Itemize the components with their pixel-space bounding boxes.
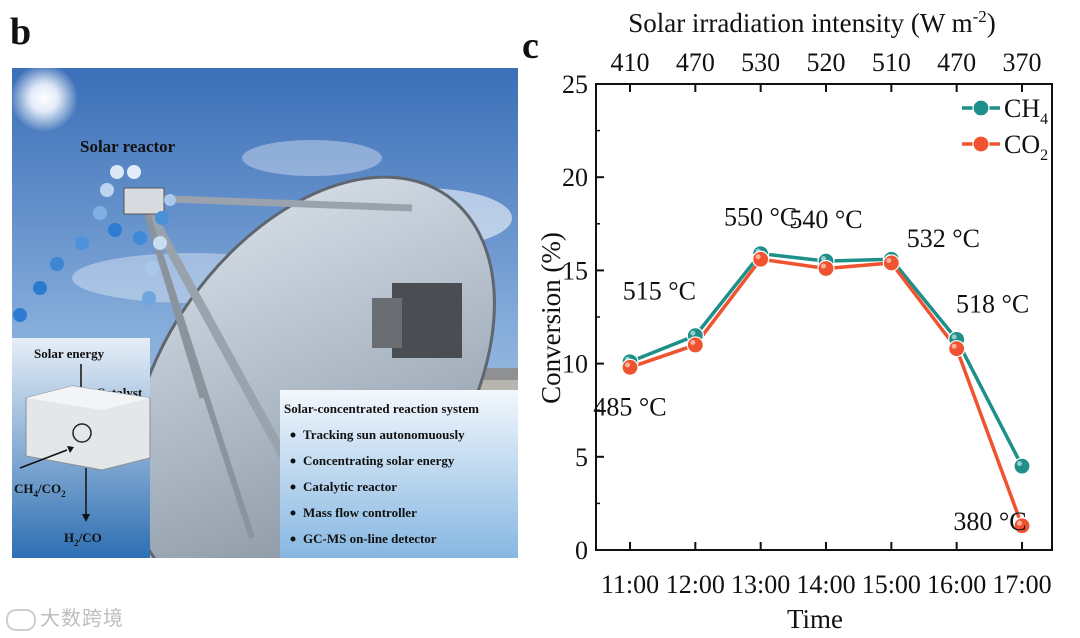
bullet-icon	[290, 536, 296, 542]
temperature-annotation: 515 °C	[623, 277, 696, 306]
y-tick-label: 10	[562, 350, 588, 379]
data-point-highlight	[1017, 461, 1022, 467]
y-tick-label: 25	[562, 70, 588, 99]
data-point	[1013, 457, 1031, 475]
temperature-annotation: 540 °C	[789, 205, 862, 234]
top-tick-label: 470	[676, 48, 715, 77]
x-tick-label: 12:00	[666, 570, 725, 599]
y-axis-title: Conversion (%)	[536, 232, 566, 404]
outlet-gas-label: H2/CO	[64, 530, 102, 548]
x-tick-label: 16:00	[927, 570, 986, 599]
x-tick-label: 13:00	[731, 570, 790, 599]
y-tick-label: 0	[575, 536, 588, 565]
temperature-annotation: 518 °C	[956, 289, 1029, 318]
system-title: Solar-concentrated reaction system	[284, 401, 479, 416]
data-point	[882, 254, 900, 272]
tracking-motor	[392, 283, 462, 358]
system-feature-box: Solar-concentrated reaction system Track…	[280, 390, 518, 558]
data-point-highlight	[951, 343, 957, 349]
top-tick-label: 510	[872, 48, 911, 77]
data-point	[621, 358, 639, 376]
bullet-icon	[290, 484, 296, 490]
solar-energy-label: Solar energy	[34, 346, 105, 361]
watermark: 大数跨境	[6, 602, 124, 631]
data-point-highlight	[755, 254, 761, 260]
system-item: Mass flow controller	[303, 505, 417, 520]
temperature-annotation: 380 °C	[953, 507, 1026, 536]
system-item: GC-MS on-line detector	[303, 531, 437, 546]
x-tick-label: 11:00	[601, 570, 659, 599]
y-tick-label: 20	[562, 163, 588, 192]
data-point-highlight	[1017, 520, 1022, 526]
watermark-logo-icon	[6, 608, 36, 631]
top-axis-title: Solar irradiation intensity (W m-2)	[628, 7, 996, 38]
top-tick-label: 520	[807, 48, 846, 77]
legend-label: CO2	[1004, 130, 1048, 164]
system-item: Catalytic reactor	[303, 479, 397, 494]
data-point-highlight	[821, 256, 826, 262]
data-point-highlight	[821, 263, 826, 269]
top-tick-label: 370	[1003, 48, 1042, 77]
data-point	[948, 340, 966, 358]
data-point-highlight	[886, 257, 892, 263]
bullet-icon	[290, 432, 296, 438]
data-point-highlight	[690, 330, 696, 336]
legend-label: CH4	[1004, 94, 1048, 128]
x-tick-label: 17:00	[992, 570, 1051, 599]
x-tick-label: 15:00	[862, 570, 921, 599]
solar-reactor-label: Solar reactor	[80, 137, 176, 156]
system-item: Concentrating solar energy	[303, 453, 455, 468]
temperature-annotation: 485 °C	[593, 392, 666, 421]
temperature-annotation: 550 °C	[724, 203, 797, 232]
data-point-highlight	[690, 339, 696, 345]
bullet-icon	[290, 510, 296, 516]
system-item: Tracking sun autonomuously	[303, 427, 465, 442]
sun-icon	[12, 68, 78, 132]
data-point	[686, 336, 704, 354]
data-point-highlight	[951, 334, 957, 340]
data-point	[817, 259, 835, 278]
top-tick-label: 410	[611, 48, 650, 77]
temperature-annotation: 532 °C	[907, 224, 980, 253]
panel-letter-c: c	[522, 25, 539, 67]
data-point-highlight	[625, 362, 630, 368]
top-tick-label: 470	[937, 48, 976, 77]
legend-marker	[972, 99, 990, 117]
top-tick-label: 530	[741, 48, 780, 77]
light-bubbles	[13, 165, 176, 322]
solar-dish-photo: Solar reactor Solar energy Catalyst CH4/…	[12, 68, 518, 558]
inlet-gas-label: CH4/CO2	[14, 481, 66, 499]
data-point	[752, 250, 770, 268]
y-tick-label: 5	[575, 443, 588, 472]
legend-marker	[972, 135, 990, 153]
bullet-icon	[290, 458, 296, 464]
panel-letter-b: b	[10, 11, 32, 53]
y-tick-label: 15	[562, 256, 588, 285]
reactor-inset: Solar energy Catalyst CH4/CO2 H2/CO	[12, 338, 151, 558]
x-tick-label: 14:00	[796, 570, 855, 599]
x-axis-title: Time	[787, 604, 843, 634]
